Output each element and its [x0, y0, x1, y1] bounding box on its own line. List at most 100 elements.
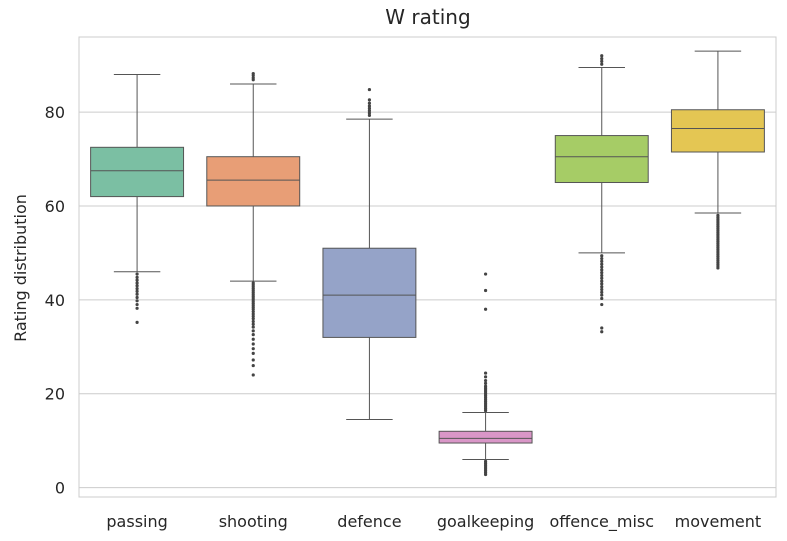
- outlier-defence-6: [367, 98, 372, 102]
- iqr-box-goalkeeping: [438, 430, 533, 444]
- outlier-goalkeeping-18: [483, 307, 488, 311]
- x-tick-label-passing: passing: [106, 512, 167, 531]
- outlier-shooting-27: [251, 332, 255, 337]
- outlier-shooting-34: [251, 373, 255, 377]
- outlier-offence_misc-22: [600, 330, 604, 334]
- outlier-offence_misc-1: [600, 59, 604, 64]
- outlier-defence-3: [367, 106, 372, 110]
- outlier-offence_misc-9: [600, 268, 604, 272]
- x-tick-label-goalkeeping: goalkeeping: [437, 512, 534, 531]
- iqr-box-passing: [90, 146, 185, 198]
- outlier-shooting-23: [251, 319, 255, 324]
- outlier-offence_misc-2: [600, 56, 604, 61]
- outlier-goalkeeping-17: [483, 371, 488, 375]
- x-tick-label-defence: defence: [337, 512, 401, 531]
- box-movement: [670, 50, 765, 270]
- outlier-offence_misc-15: [600, 285, 604, 289]
- x-tick-label-offence_misc: offence_misc: [549, 512, 654, 532]
- y-axis-label: Rating distribution: [11, 194, 30, 342]
- outlier-defence-0: [367, 113, 372, 117]
- outlier-passing-8: [135, 295, 139, 300]
- gridlines: [79, 111, 776, 489]
- box-offence_misc: [554, 54, 649, 334]
- outlier-passing-6: [135, 289, 139, 294]
- outlier-shooting-28: [251, 337, 255, 341]
- outlier-goalkeeping-19: [483, 288, 488, 293]
- outlier-offence_misc-20: [600, 302, 604, 307]
- outlier-passing-0: [135, 272, 139, 276]
- outlier-offence_misc-5: [600, 256, 604, 261]
- outlier-passing-4: [135, 284, 139, 288]
- outlier-passing-2: [135, 278, 139, 282]
- outlier-offence_misc-10: [600, 271, 604, 275]
- outlier-shooting-31: [251, 351, 255, 355]
- outlier-offence_misc-0: [600, 62, 604, 66]
- outlier-shooting-18: [251, 307, 255, 311]
- outlier-shooting-30: [251, 347, 255, 351]
- boxes: [90, 50, 765, 477]
- outlier-defence-5: [367, 101, 372, 105]
- outlier-shooting-21: [251, 314, 255, 318]
- outlier-shooting-29: [251, 342, 255, 346]
- outlier-offence_misc-11: [600, 273, 604, 278]
- outlier-shooting-25: [251, 325, 255, 329]
- outlier-shooting-3: [251, 78, 255, 82]
- iqr-box-defence: [322, 247, 417, 338]
- x-tick-label-shooting: shooting: [219, 512, 288, 531]
- outlier-defence-1: [367, 111, 372, 115]
- outlier-goalkeeping-16: [483, 375, 488, 379]
- outlier-defence-7: [367, 87, 372, 92]
- outlier-offence_misc-8: [600, 265, 604, 269]
- outlier-offence_misc-17: [600, 290, 604, 294]
- outlier-offence_misc-19: [600, 296, 604, 301]
- outlier-goalkeeping-13: [483, 384, 488, 388]
- outlier-passing-9: [135, 299, 139, 303]
- outlier-offence_misc-14: [600, 282, 604, 286]
- outlier-offence_misc-21: [600, 326, 604, 330]
- outlier-offence_misc-12: [600, 276, 604, 280]
- outlier-offence_misc-18: [600, 293, 604, 297]
- outlier-passing-1: [135, 275, 139, 279]
- outlier-goalkeeping-28: [483, 472, 488, 477]
- outlier-offence_misc-13: [600, 279, 604, 283]
- iqr-box-offence_misc: [554, 135, 649, 184]
- box-shooting: [206, 72, 301, 377]
- outlier-shooting-19: [251, 309, 255, 314]
- outlier-passing-12: [135, 320, 139, 324]
- outlier-defence-2: [367, 109, 372, 113]
- outlier-goalkeeping-14: [483, 381, 488, 386]
- outlier-goalkeeping-15: [483, 378, 488, 383]
- x-tick-labels: passing shooting defence goalkeeping offence…: [106, 512, 761, 532]
- outlier-shooting-20: [251, 312, 255, 316]
- outlier-offence_misc-4: [600, 254, 604, 258]
- chart-title: W rating: [385, 5, 470, 29]
- outlier-offence_misc-6: [600, 259, 604, 263]
- y-tick-label-40: 40: [45, 291, 65, 310]
- outlier-shooting-1: [251, 73, 255, 78]
- plot-frame: [78, 36, 777, 498]
- outlier-passing-3: [135, 281, 139, 285]
- outlier-shooting-26: [251, 329, 255, 333]
- outlier-defence-4: [367, 104, 372, 108]
- outlier-offence_misc-7: [600, 262, 604, 266]
- box-defence: [322, 87, 417, 421]
- outlier-passing-7: [135, 292, 139, 296]
- outlier-offence_misc-3: [600, 54, 604, 58]
- outlier-shooting-22: [251, 317, 255, 321]
- y-tick-labels: 0 20 40 60 80: [45, 103, 65, 498]
- outlier-goalkeeping-20: [483, 272, 488, 276]
- iqr-box-movement: [670, 109, 765, 153]
- y-tick-label-0: 0: [55, 479, 65, 498]
- box-passing: [90, 74, 185, 324]
- outlier-shooting-24: [251, 322, 255, 326]
- outlier-offence_misc-16: [600, 287, 604, 292]
- x-tick-label-movement: movement: [675, 512, 762, 531]
- y-tick-label-60: 60: [45, 197, 65, 216]
- box-goalkeeping: [438, 272, 533, 477]
- y-tick-label-80: 80: [45, 103, 65, 122]
- outlier-movement-28: [716, 266, 720, 270]
- outlier-shooting-33: [251, 363, 255, 368]
- outlier-passing-5: [135, 286, 139, 291]
- outlier-passing-11: [135, 306, 139, 310]
